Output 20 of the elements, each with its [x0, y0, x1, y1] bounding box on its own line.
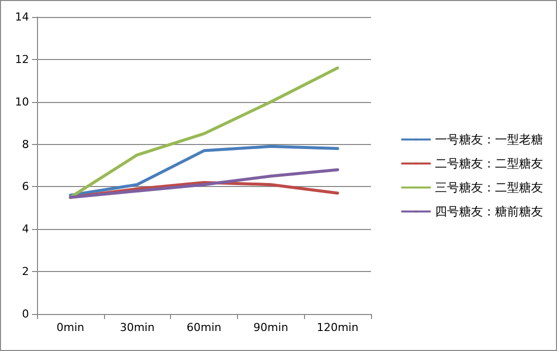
- y-tick-label: 4: [22, 222, 29, 236]
- y-tick-label: 2: [22, 265, 29, 278]
- line-series: [68, 144, 340, 197]
- line-series: [68, 168, 340, 199]
- legend-label: 四号糖友：糖前糖友: [435, 204, 543, 218]
- y-tick-label: 8: [22, 138, 29, 151]
- y-tick-label: 10: [15, 95, 29, 108]
- y-tick-label: 14: [15, 10, 29, 24]
- x-tick-label: 90min: [253, 321, 288, 334]
- x-tick-label: 120min: [316, 321, 358, 334]
- y-tick-label: 6: [22, 180, 29, 194]
- line-series: [68, 66, 340, 199]
- y-tick-label: 12: [15, 52, 29, 66]
- legend-label: 二号糖友：二型糖友: [435, 156, 543, 170]
- x-tick-label: 0min: [56, 321, 84, 334]
- legend-label: 一号糖友：一型老糖: [435, 132, 543, 146]
- x-tick-label: 30min: [120, 321, 155, 334]
- x-tick-label: 60min: [186, 321, 222, 334]
- y-tick-label: 0: [22, 308, 29, 320]
- legend-label: 三号糖友：二型糖友: [435, 180, 543, 194]
